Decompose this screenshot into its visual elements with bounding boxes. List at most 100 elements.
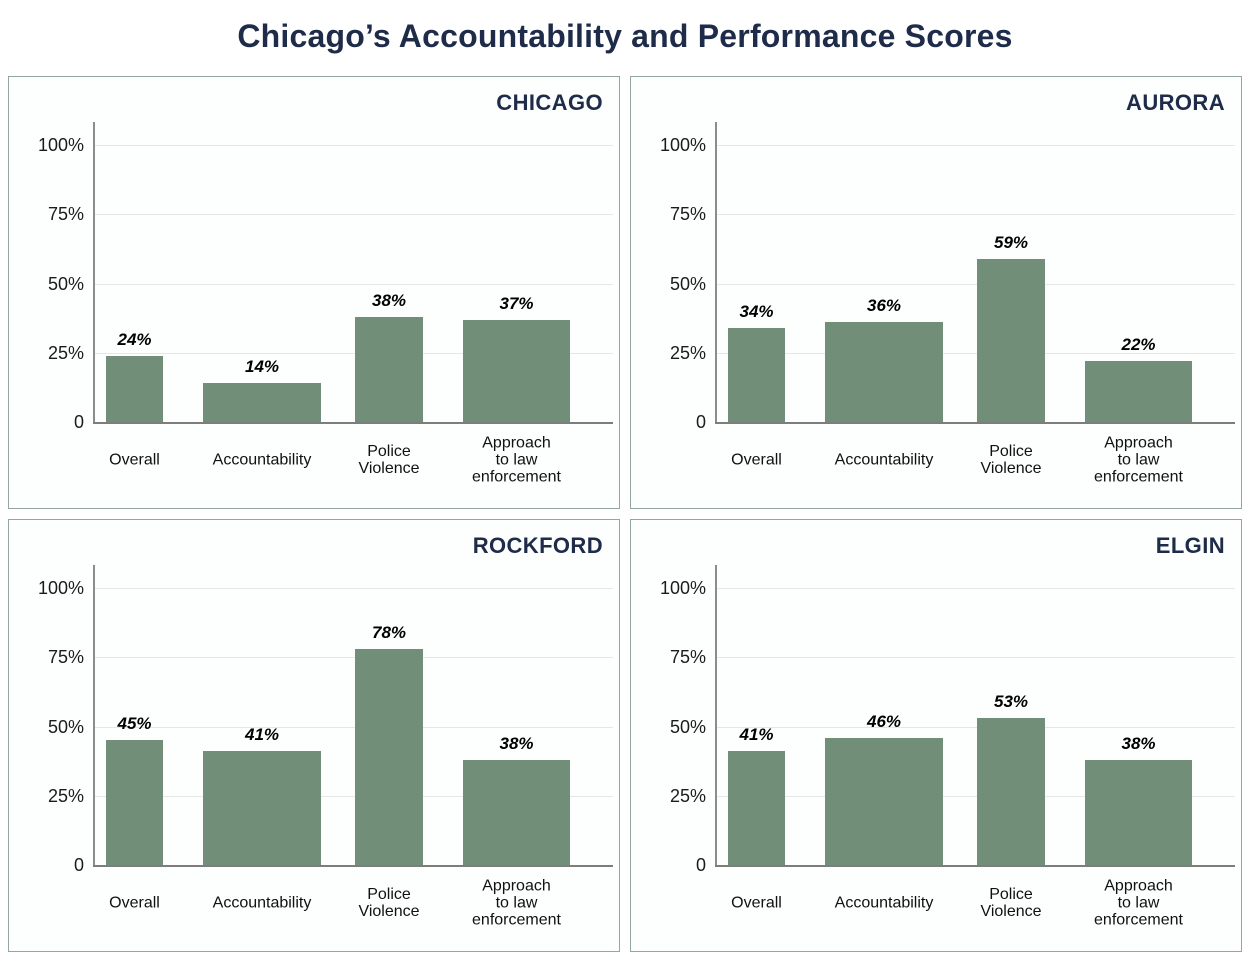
y-axis-label-75: 75%	[669, 204, 706, 225]
category-label-line: to law	[495, 451, 538, 469]
gridline-50	[715, 283, 1235, 285]
page-title: Chicago’s Accountability and Performance…	[237, 18, 1013, 54]
value-label-accountability: 14%	[244, 357, 280, 377]
bar-accountability	[825, 322, 943, 422]
panel-title-aurora: AURORA	[1126, 90, 1225, 115]
category-label-line: Police	[367, 886, 411, 903]
y-axis-label-25: 25%	[669, 342, 706, 363]
value-label-overall: 45%	[117, 714, 152, 734]
y-axis-label-25: 25%	[47, 785, 84, 806]
small-multiples-grid: CHICAGO 100% 75% 50% 25% 0 24% Overall 14% Accoun…	[8, 76, 1242, 952]
value-label-accountability: 36%	[866, 296, 902, 316]
category-label-line: Overall	[109, 451, 160, 469]
bar-approach-to-law-enforcement	[463, 319, 570, 422]
bar-accountability	[203, 383, 321, 422]
bar-police-violence	[977, 258, 1045, 422]
y-axis-line	[93, 122, 95, 422]
category-label-line: Police	[989, 886, 1033, 903]
panel-chicago: CHICAGO 100% 75% 50% 25% 0 24% Overall 14% Accoun…	[8, 76, 620, 509]
y-axis-label-75: 75%	[669, 647, 706, 668]
category-label-approach-to-law-enforcement: Approach to law enforcement	[432, 435, 602, 486]
panel-rockford: ROCKFORD 100% 75% 50% 25% 0 45% Overall 41% Accou…	[8, 519, 620, 952]
value-label-accountability: 41%	[244, 725, 280, 745]
category-label-line: to law	[495, 894, 538, 912]
category-label-line: enforcement	[472, 468, 561, 486]
panel-aurora: AURORA 100% 75% 50% 25% 0 34% Overall 36% Account…	[630, 76, 1242, 509]
y-axis-label-0: 0	[73, 412, 84, 432]
category-label-line: Police	[367, 443, 411, 460]
gridline-25	[715, 352, 1235, 354]
value-label-approach-to-law-enforcement: 38%	[499, 733, 534, 753]
gridline-75	[93, 657, 613, 659]
category-label-police-violence: Police Violence	[304, 443, 474, 477]
y-axis-label-25: 25%	[47, 342, 84, 363]
category-label-line: to law	[1117, 451, 1160, 469]
bar-overall	[728, 327, 785, 422]
category-label-overall: Overall	[672, 452, 842, 469]
value-label-accountability: 46%	[866, 711, 902, 731]
category-label-line: Approach	[1104, 434, 1173, 452]
category-label-accountability: Accountability	[177, 452, 347, 469]
y-axis-label-75: 75%	[47, 647, 84, 668]
category-label-line: Approach	[482, 434, 551, 452]
category-label-line: Accountability	[212, 894, 312, 912]
gridline-50	[715, 726, 1235, 728]
category-label-line: Approach	[482, 877, 551, 895]
value-label-police-violence: 53%	[993, 692, 1029, 712]
category-label-line: Violence	[358, 903, 420, 920]
category-label-line: Overall	[109, 894, 160, 912]
category-label-line: Accountability	[212, 451, 312, 469]
category-label-overall: Overall	[50, 895, 220, 912]
category-label-line: Police	[989, 443, 1033, 460]
category-label-accountability: Accountability	[799, 895, 969, 912]
panel-title-rockford: ROCKFORD	[472, 533, 603, 558]
bar-police-violence	[355, 316, 423, 422]
gridline-25	[715, 795, 1235, 797]
y-axis-label-0: 0	[695, 855, 706, 875]
y-axis-label-100: 100%	[659, 578, 706, 598]
y-axis-label-75: 75%	[47, 204, 84, 225]
y-axis-label-25: 25%	[669, 785, 706, 806]
bar-accountability	[825, 737, 943, 865]
gridline-100	[93, 145, 613, 146]
category-label-line: enforcement	[1094, 911, 1183, 929]
category-label-line: Violence	[980, 903, 1042, 920]
panel-title-chicago: CHICAGO	[496, 90, 603, 115]
panel-title-elgin: ELGIN	[1155, 533, 1225, 558]
y-axis-label-100: 100%	[37, 135, 84, 155]
category-label-line: enforcement	[1094, 468, 1183, 486]
category-label-police-violence: Police Violence	[304, 886, 474, 920]
category-label-line: enforcement	[472, 911, 561, 929]
x-axis-line	[93, 865, 613, 867]
y-axis-label-50: 50%	[47, 716, 84, 737]
y-axis-label-50: 50%	[669, 273, 706, 294]
category-label-line: Approach	[1104, 877, 1173, 895]
category-label-accountability: Accountability	[177, 895, 347, 912]
gridline-100	[715, 145, 1235, 146]
category-label-overall: Overall	[50, 452, 220, 469]
y-axis-label-100: 100%	[37, 578, 84, 598]
value-label-overall: 41%	[739, 725, 774, 745]
value-label-overall: 34%	[739, 301, 774, 321]
gridline-75	[715, 214, 1235, 216]
y-axis-line	[715, 565, 717, 865]
gridline-75	[715, 657, 1235, 659]
category-label-line: Violence	[980, 460, 1042, 477]
gridline-100	[93, 588, 613, 589]
bar-overall	[106, 355, 163, 422]
x-axis-line	[715, 422, 1235, 424]
category-label-line: Overall	[731, 451, 782, 469]
gridline-25	[93, 795, 613, 797]
y-axis-label-0: 0	[73, 855, 84, 875]
bar-overall	[106, 740, 163, 865]
value-label-police-violence: 78%	[371, 622, 407, 642]
y-axis-label-0: 0	[695, 412, 706, 432]
y-axis-line	[715, 122, 717, 422]
value-label-police-violence: 59%	[993, 232, 1029, 252]
value-label-approach-to-law-enforcement: 22%	[1121, 335, 1156, 355]
y-axis-label-50: 50%	[47, 273, 84, 294]
y-axis-line	[93, 565, 95, 865]
y-axis-label-100: 100%	[659, 135, 706, 155]
x-axis-line	[715, 865, 1235, 867]
category-label-line: Overall	[731, 894, 782, 912]
